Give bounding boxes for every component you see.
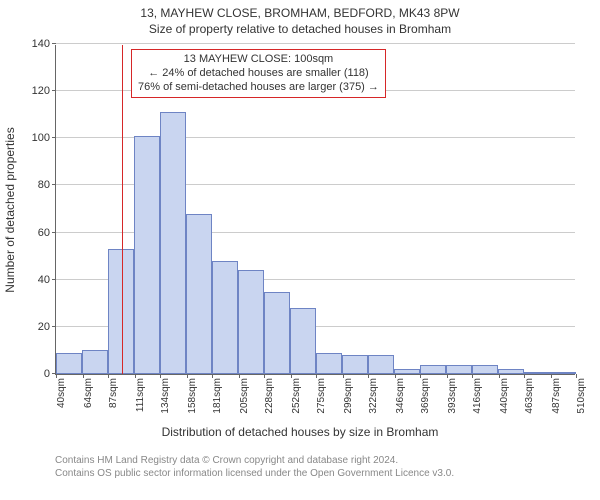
gridline <box>56 43 575 44</box>
ytick-label: 40 <box>38 274 50 286</box>
footer-line2: Contains OS public sector information li… <box>55 468 454 481</box>
chart-title-line1: 13, MAYHEW CLOSE, BROMHAM, BEDFORD, MK43… <box>0 6 600 20</box>
xtick-label: 346sqm <box>395 378 406 414</box>
xtick-label: 416sqm <box>472 378 483 414</box>
ytick-mark <box>52 232 56 233</box>
marker-line <box>122 45 123 374</box>
histogram-bar <box>134 136 160 374</box>
histogram-bar <box>446 365 472 374</box>
ytick-label: 140 <box>32 38 50 50</box>
xtick-label: 322sqm <box>368 378 379 414</box>
ytick-label: 120 <box>32 85 50 97</box>
histogram-bar <box>394 369 420 374</box>
ytick-label: 20 <box>38 321 50 333</box>
ytick-mark <box>52 279 56 280</box>
ytick-mark <box>52 90 56 91</box>
histogram-bar <box>342 355 368 374</box>
xtick-label: 393sqm <box>447 378 458 414</box>
histogram-bar <box>160 112 186 374</box>
histogram-bar <box>524 372 550 374</box>
ytick-mark <box>52 326 56 327</box>
xtick-label: 228sqm <box>264 378 275 414</box>
xtick-label: 64sqm <box>83 378 94 408</box>
histogram-bar <box>290 308 316 374</box>
histogram-bar <box>186 214 212 374</box>
xtick-label: 205sqm <box>239 378 250 414</box>
xtick-label: 463sqm <box>524 378 535 414</box>
histogram-bar <box>550 372 576 374</box>
xtick-label: 252sqm <box>291 378 302 414</box>
ytick-label: 0 <box>44 368 50 380</box>
xtick-label: 40sqm <box>56 378 67 408</box>
annotation-line: 76% of semi-detached houses are larger (… <box>138 81 379 95</box>
histogram-bar <box>56 353 82 374</box>
ytick-mark <box>52 184 56 185</box>
histogram-bar <box>108 249 134 374</box>
ytick-label: 80 <box>38 179 50 191</box>
x-axis-label: Distribution of detached houses by size … <box>0 425 600 439</box>
footer-attribution: Contains HM Land Registry data © Crown c… <box>55 455 454 480</box>
xtick-label: 111sqm <box>135 378 146 412</box>
xtick-label: 510sqm <box>576 378 587 414</box>
xtick-label: 134sqm <box>160 378 171 414</box>
histogram-bar <box>472 365 498 374</box>
xtick-label: 369sqm <box>420 378 431 414</box>
xtick-label: 440sqm <box>499 378 510 414</box>
annotation-line: ← 24% of detached houses are smaller (11… <box>138 67 379 81</box>
xtick-label: 299sqm <box>343 378 354 414</box>
ytick-label: 60 <box>38 227 50 239</box>
xtick-label: 158sqm <box>187 378 198 414</box>
ytick-label: 100 <box>32 132 50 144</box>
annotation-line: 13 MAYHEW CLOSE: 100sqm <box>138 53 379 67</box>
histogram-bar <box>82 350 108 374</box>
histogram-bar <box>498 369 524 374</box>
annotation-box: 13 MAYHEW CLOSE: 100sqm← 24% of detached… <box>131 49 386 98</box>
histogram-bar <box>238 270 264 374</box>
xtick-label: 87sqm <box>108 378 119 408</box>
histogram-bar <box>368 355 394 374</box>
histogram-bar <box>264 292 290 375</box>
xtick-label: 275sqm <box>316 378 327 414</box>
histogram-bar <box>420 365 446 374</box>
plot-area: 02040608010012014040sqm64sqm87sqm111sqm1… <box>55 45 575 375</box>
xtick-label: 487sqm <box>551 378 562 414</box>
xtick-label: 181sqm <box>212 378 223 414</box>
ytick-mark <box>52 43 56 44</box>
histogram-bar <box>212 261 238 374</box>
ytick-mark <box>52 137 56 138</box>
footer-line1: Contains HM Land Registry data © Crown c… <box>55 455 454 468</box>
y-axis-label: Number of detached properties <box>3 127 17 292</box>
chart-title-line2: Size of property relative to detached ho… <box>0 22 600 36</box>
histogram-bar <box>316 353 342 374</box>
